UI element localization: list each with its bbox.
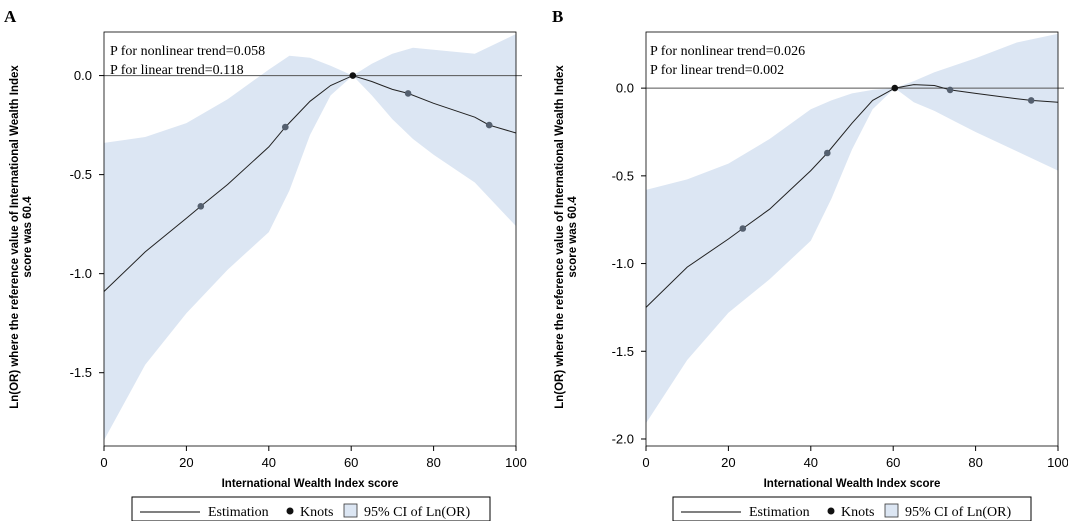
legend-estimation-label: Estimation [208, 505, 269, 520]
y-axis-title-line-1: Ln(OR) where the reference value of Inte… [9, 65, 21, 409]
y-tick-label: -1.5 [70, 365, 92, 380]
panel-label: A [4, 7, 17, 26]
legend: Estimation Knots 95% CI of Ln(OR) [672, 496, 1032, 521]
y-tick-label: -1.0 [612, 256, 634, 271]
legend-ci-swatch [343, 503, 358, 518]
x-tick-label: 0 [642, 455, 649, 470]
legend-knots-label: Knots [300, 505, 333, 520]
ci-band [104, 34, 516, 441]
knot-point [404, 90, 412, 97]
legend-ci-label: 95% CI of Ln(OR) [905, 505, 1011, 520]
x-tick-label: 0 [100, 455, 107, 470]
y-tick-label: -2.0 [612, 431, 634, 446]
legend-ci-swatch [884, 503, 899, 518]
ci-band [646, 33, 1058, 424]
knot-point [1027, 97, 1035, 104]
x-tick-label: 40 [262, 455, 276, 470]
estimation-line [645, 84, 1059, 308]
y-axis-title-line-2: score was 60.4 [22, 196, 34, 278]
knot-point [739, 225, 747, 232]
x-tick-label: 20 [721, 455, 735, 470]
plot-frame [645, 31, 1059, 447]
panel-a: A 0.0 -0.5 -1.0 -1.5 0 20 40 60 80 100 P for non… [4, 7, 527, 521]
y-tick-label: -0.5 [612, 168, 634, 183]
x-tick-label: 40 [804, 455, 818, 470]
x-tick-label: 60 [344, 455, 358, 470]
knot-point [946, 86, 954, 94]
knot-point [824, 149, 831, 157]
x-tick-label: 80 [426, 455, 440, 470]
legend-knots-label: Knots [841, 505, 874, 520]
p-nonlinear-annotation: P for nonlinear trend=0.026 [650, 44, 805, 59]
knot-point [282, 123, 289, 131]
legend: Estimation Knots 95% CI of Ln(OR) [131, 496, 491, 521]
x-tick-label: 100 [505, 455, 527, 470]
x-tick-label: 80 [968, 455, 982, 470]
x-tick-label: 100 [1047, 455, 1068, 470]
p-nonlinear-annotation: P for nonlinear trend=0.058 [110, 44, 265, 59]
x-tick-label: 60 [886, 455, 900, 470]
y-tick-label: -0.5 [70, 167, 92, 182]
estimation-line [103, 75, 517, 292]
legend-knots-swatch [286, 507, 294, 515]
x-axis-title: International Wealth Index score [222, 478, 399, 490]
panel-b: B 0.0 -0.5 -1.0 -1.5 -2.0 0 20 40 60 80 100 P for… [552, 7, 1068, 521]
knot-point [349, 72, 357, 79]
knot-point [197, 203, 205, 210]
legend-estimation-label: Estimation [749, 505, 810, 520]
p-linear-annotation: P for linear trend=0.002 [650, 63, 784, 78]
x-axis-title: International Wealth Index score [764, 478, 941, 490]
y-axis-title-line-1: Ln(OR) where the reference value of Inte… [554, 65, 566, 409]
y-tick-label: 0.0 [74, 68, 92, 83]
panel-label: B [552, 7, 563, 26]
y-tick-label: -1.0 [70, 266, 92, 281]
x-tick-label: 20 [179, 455, 193, 470]
plot-frame [103, 31, 517, 447]
y-tick-label: -1.5 [612, 344, 634, 359]
legend-box [672, 496, 1032, 521]
y-tick-label: 0.0 [616, 81, 634, 96]
legend-knots-swatch [827, 507, 835, 515]
y-axis-title-line-2: score was 60.4 [567, 196, 579, 278]
knot-point [485, 121, 493, 129]
legend-box [131, 496, 491, 521]
legend-ci-label: 95% CI of Ln(OR) [364, 505, 470, 520]
knot-point [891, 84, 899, 92]
p-linear-annotation: P for linear trend=0.118 [110, 63, 244, 78]
